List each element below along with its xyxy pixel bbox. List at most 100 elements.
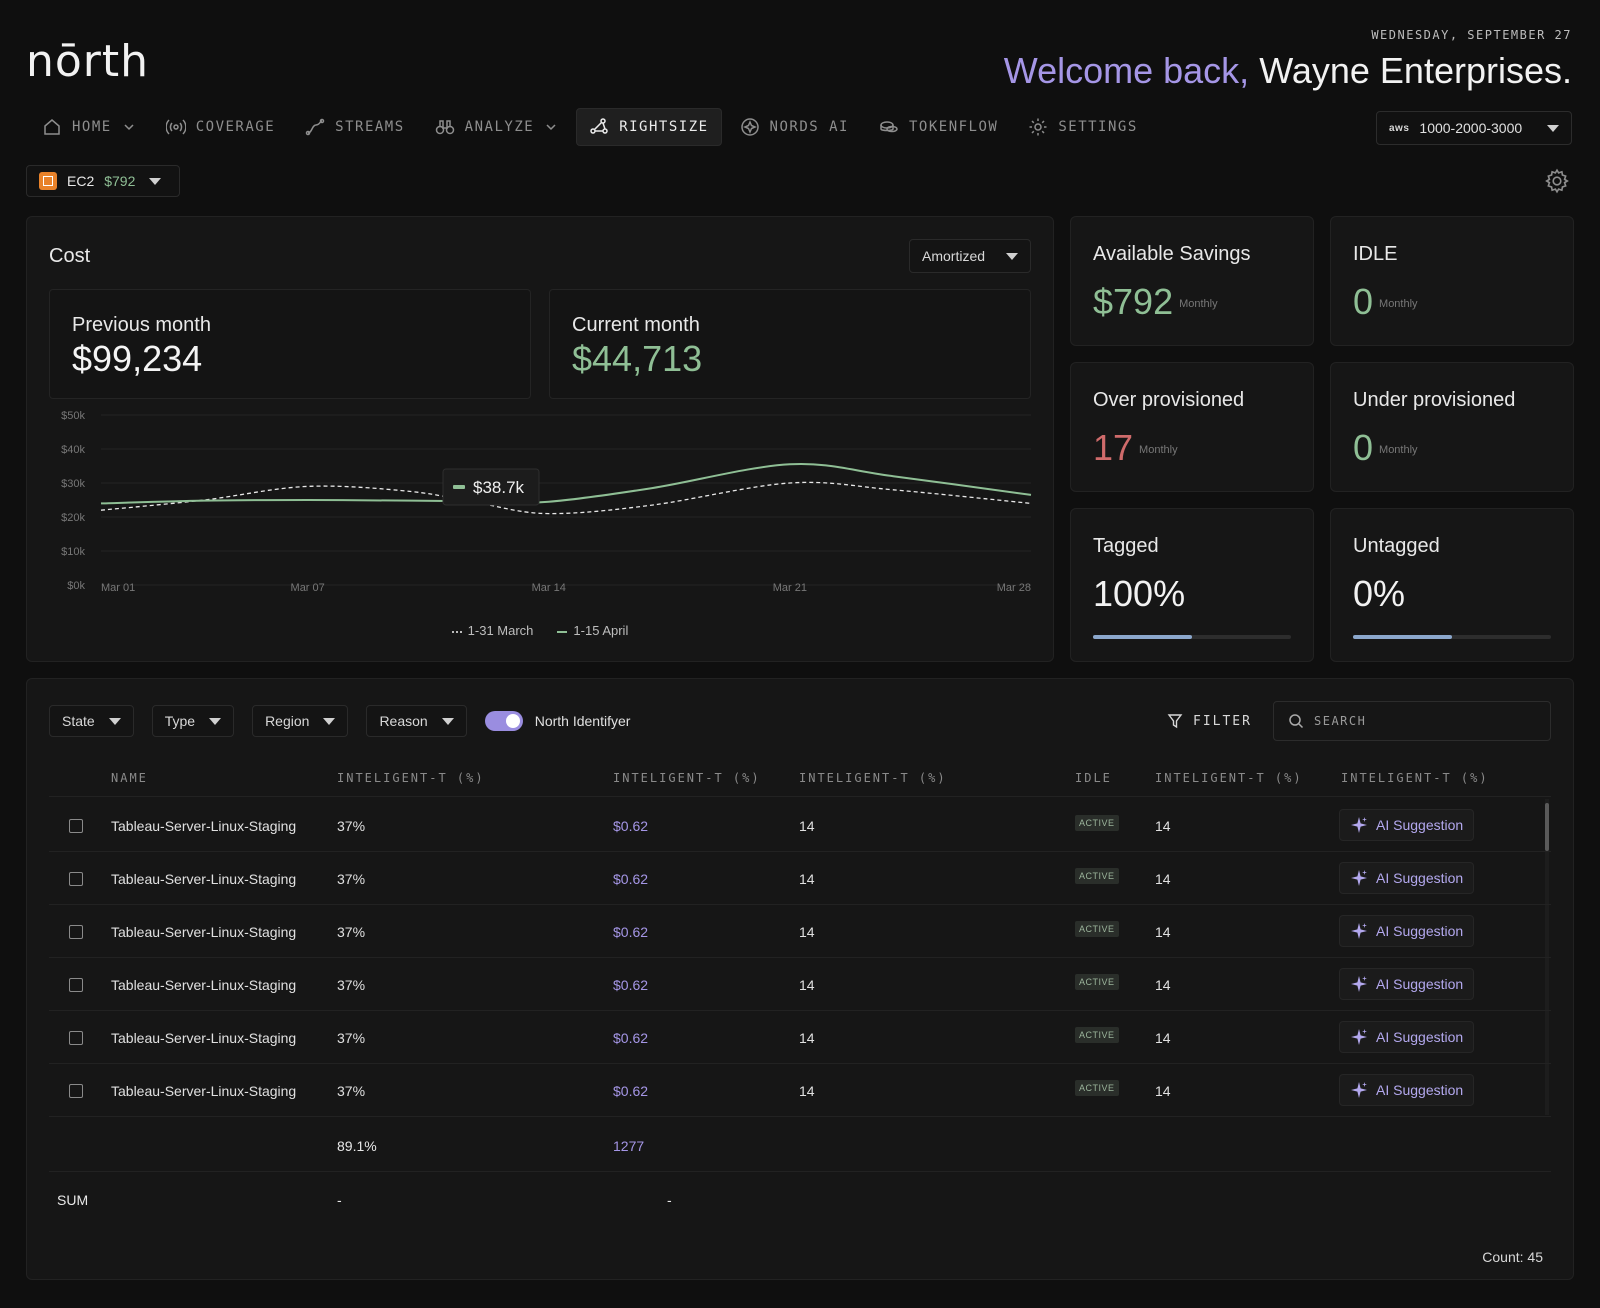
nav-home[interactable]: HOME (30, 108, 148, 146)
cell-count-2: 14 (1155, 818, 1171, 834)
nav-streams-label: STREAMS (335, 119, 405, 135)
row-checkbox[interactable] (69, 1031, 83, 1045)
chevron-down-icon (124, 124, 134, 131)
nav-tokenflow[interactable]: TOKENFLOW (867, 108, 1010, 146)
column-header[interactable]: IDLE (1075, 771, 1112, 785)
state-filter[interactable]: State (49, 705, 134, 737)
metric-title: IDLE (1353, 243, 1398, 265)
totals-row: 89.1% 1277 (49, 1119, 1551, 1172)
table-row[interactable]: Tableau-Server-Linux-Staging 37% $0.62 1… (49, 1064, 1551, 1117)
nav-rightsize-label: RIGHTSIZE (619, 119, 709, 135)
column-header[interactable]: INTELIGENT-T (%) (337, 771, 485, 785)
current-date: WEDNESDAY, SEPTEMBER 27 (1371, 28, 1572, 42)
settings-gear-icon[interactable] (1544, 168, 1570, 194)
previous-month-box: Previous month $99,234 (49, 289, 531, 399)
metric-value: 100% (1093, 573, 1186, 614)
idle-card: IDLE 0 Monthly (1330, 216, 1574, 346)
nav-coverage[interactable]: COVERAGE (154, 108, 287, 146)
ai-suggestion-label: AI Suggestion (1376, 1082, 1464, 1098)
broadcast-icon (165, 119, 186, 135)
nav-analyze[interactable]: ANALYZE (423, 108, 571, 146)
nav-rightsize[interactable]: RIGHTSIZE (576, 108, 722, 146)
ai-suggestion-button[interactable]: AI Suggestion (1339, 1074, 1475, 1106)
type-filter[interactable]: Type (151, 705, 235, 737)
nav-nords-ai[interactable]: NORDS AI (728, 108, 861, 146)
search-box[interactable] (1273, 701, 1551, 741)
current-month-label: Current month (572, 314, 700, 336)
region-filter[interactable]: Region (252, 705, 349, 737)
cell-name: Tableau-Server-Linux-Staging (111, 818, 297, 834)
reason-filter[interactable]: Reason (366, 705, 467, 737)
cell-count: 14 (799, 1083, 815, 1099)
filter-button-label: FILTER (1193, 713, 1252, 729)
ai-suggestion-button[interactable]: AI Suggestion (1339, 862, 1475, 894)
north-identifyer-toggle[interactable] (484, 711, 523, 731)
metric-title: Available Savings (1093, 243, 1251, 265)
column-header[interactable]: INTELIGENT-T (%) (799, 771, 947, 785)
gear-icon (1029, 118, 1047, 136)
nav-analyze-label: ANALYZE (464, 119, 535, 135)
over-provisioned-card: Over provisioned 17 Monthly (1070, 362, 1314, 492)
nav-streams[interactable]: STREAMS (293, 108, 417, 146)
metric-title: Tagged (1093, 535, 1159, 557)
cell-pct: 37% (337, 818, 366, 834)
status-badge: ACTIVE (1075, 1080, 1119, 1096)
ai-suggestion-button[interactable]: AI Suggestion (1339, 1021, 1475, 1053)
binoculars-icon (435, 120, 454, 135)
table-row[interactable]: Tableau-Server-Linux-Staging 37% $0.62 1… (49, 905, 1551, 958)
series-line-march (100, 481, 1032, 515)
coins-icon (880, 121, 898, 133)
current-month-value: $44,713 (572, 338, 703, 379)
y-tick-label: $30k (61, 478, 85, 490)
table-row[interactable]: Tableau-Server-Linux-Staging 37% $0.62 1… (49, 1011, 1551, 1064)
cell-count-2: 14 (1155, 1083, 1171, 1099)
cell-count-2: 14 (1155, 924, 1171, 940)
ai-suggestion-button[interactable]: AI Suggestion (1339, 809, 1475, 841)
ai-suggestion-label: AI Suggestion (1376, 817, 1464, 833)
cell-cost: $0.62 (613, 977, 649, 993)
ai-suggestion-button[interactable]: AI Suggestion (1339, 968, 1475, 1000)
column-header[interactable]: INTELIGENT-T (%) (613, 771, 761, 785)
filter-button[interactable]: FILTER (1167, 713, 1252, 729)
metric-title: Untagged (1353, 535, 1440, 557)
cell-pct: 37% (337, 977, 366, 993)
metric-value: 0 Monthly (1353, 281, 1418, 322)
row-checkbox[interactable] (69, 819, 83, 833)
cost-card: Cost Amortized Previous month $99,234 Cu… (26, 216, 1054, 662)
row-checkbox[interactable] (69, 978, 83, 992)
north-logo[interactable]: nōrth (26, 36, 150, 87)
untagged-progress-fill (1353, 635, 1452, 639)
tagged-card: Tagged 100% (1070, 508, 1314, 662)
cell-name: Tableau-Server-Linux-Staging (111, 1030, 297, 1046)
previous-month-value: $99,234 (72, 338, 203, 379)
account-select[interactable]: aws 1000-2000-3000 (1376, 111, 1572, 145)
column-header[interactable]: NAME (111, 771, 148, 785)
status-badge: ACTIVE (1075, 815, 1119, 831)
row-checkbox[interactable] (69, 1084, 83, 1098)
cell-pct: 37% (337, 1083, 366, 1099)
service-select[interactable]: EC2 $792 (26, 165, 180, 197)
cell-cost: $0.62 (613, 871, 649, 887)
search-input[interactable] (1314, 714, 1514, 728)
caret-down-icon (149, 177, 162, 185)
total-cost: 1277 (613, 1138, 645, 1154)
cost-mode-select[interactable]: Amortized (909, 239, 1031, 273)
table-row[interactable]: Tableau-Server-Linux-Staging 37% $0.62 1… (49, 852, 1551, 905)
y-tick-label: $50k (61, 410, 85, 422)
toggle-label: North Identifyer (534, 713, 631, 729)
nav-settings[interactable]: SETTINGS (1016, 108, 1149, 146)
nav-coverage-label: COVERAGE (195, 119, 276, 135)
cell-count: 14 (799, 871, 815, 887)
cost-mode-value: Amortized (922, 248, 986, 264)
column-header[interactable]: INTELIGENT-T (%) (1155, 771, 1303, 785)
scrollbar-thumb[interactable] (1545, 803, 1549, 851)
row-checkbox[interactable] (69, 925, 83, 939)
metric-title: Under provisioned (1353, 389, 1516, 411)
column-header[interactable]: INTELIGENT-T (%) (1341, 771, 1489, 785)
status-badge: ACTIVE (1075, 1027, 1119, 1043)
table-row[interactable]: Tableau-Server-Linux-Staging 37% $0.62 1… (49, 958, 1551, 1011)
row-checkbox[interactable] (69, 872, 83, 886)
ai-suggestion-button[interactable]: AI Suggestion (1339, 915, 1475, 947)
table-row[interactable]: Tableau-Server-Linux-Staging 37% $0.62 1… (49, 799, 1551, 852)
ai-suggestion-label: AI Suggestion (1376, 1029, 1464, 1045)
